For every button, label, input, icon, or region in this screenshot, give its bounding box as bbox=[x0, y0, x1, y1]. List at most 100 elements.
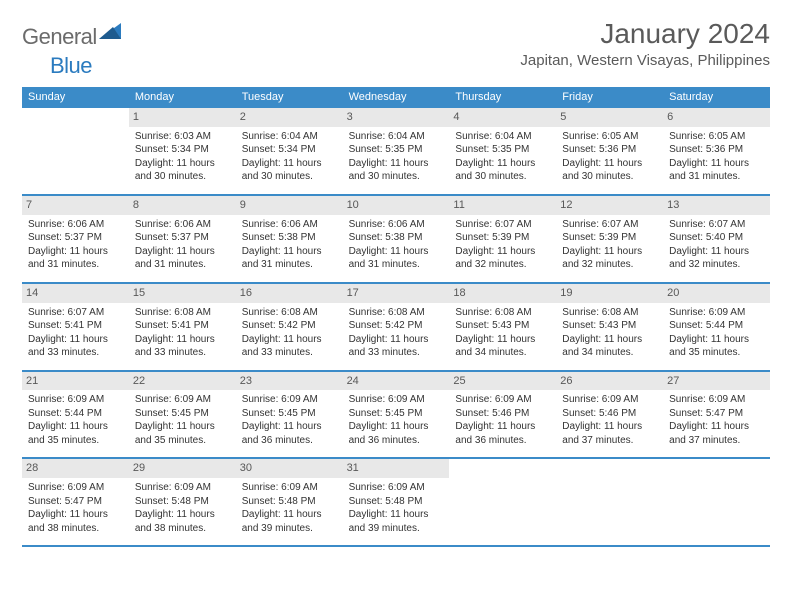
daylight2-text: and 35 minutes. bbox=[28, 434, 123, 448]
day-cell: 3Sunrise: 6:04 AMSunset: 5:35 PMDaylight… bbox=[343, 108, 450, 194]
daylight2-text: and 34 minutes. bbox=[455, 346, 550, 360]
sunrise-text: Sunrise: 6:09 AM bbox=[455, 393, 550, 407]
day-number: 21 bbox=[22, 372, 129, 391]
daylight1-text: Daylight: 11 hours bbox=[349, 157, 444, 171]
day-content: Sunrise: 6:05 AMSunset: 5:36 PMDaylight:… bbox=[560, 130, 659, 184]
day-content: Sunrise: 6:08 AMSunset: 5:42 PMDaylight:… bbox=[240, 306, 339, 360]
day-content: Sunrise: 6:09 AMSunset: 5:48 PMDaylight:… bbox=[133, 481, 232, 535]
daylight2-text: and 30 minutes. bbox=[455, 170, 550, 184]
day-number: 9 bbox=[236, 196, 343, 215]
daylight2-text: and 32 minutes. bbox=[455, 258, 550, 272]
day-content: Sunrise: 6:08 AMSunset: 5:41 PMDaylight:… bbox=[133, 306, 232, 360]
sunset-text: Sunset: 5:48 PM bbox=[349, 495, 444, 509]
sunrise-text: Sunrise: 6:07 AM bbox=[28, 306, 123, 320]
day-cell: 23Sunrise: 6:09 AMSunset: 5:45 PMDayligh… bbox=[236, 372, 343, 458]
day-cell: 19Sunrise: 6:08 AMSunset: 5:43 PMDayligh… bbox=[556, 284, 663, 370]
daylight1-text: Daylight: 11 hours bbox=[669, 157, 764, 171]
daylight1-text: Daylight: 11 hours bbox=[242, 157, 337, 171]
day-cell: 20Sunrise: 6:09 AMSunset: 5:44 PMDayligh… bbox=[663, 284, 770, 370]
daylight1-text: Daylight: 11 hours bbox=[242, 245, 337, 259]
daylight1-text: Daylight: 11 hours bbox=[135, 333, 230, 347]
day-content: Sunrise: 6:08 AMSunset: 5:43 PMDaylight:… bbox=[560, 306, 659, 360]
daylight2-text: and 31 minutes. bbox=[242, 258, 337, 272]
day-number: 14 bbox=[22, 284, 129, 303]
day-cell: 11 Sunrise: 6:07 AMSunset: 5:39 PMDayligh… bbox=[449, 196, 556, 282]
day-cell: 2Sunrise: 6:04 AMSunset: 5:34 PMDaylight… bbox=[236, 108, 343, 194]
week-row: 1Sunrise: 6:03 AMSunset: 5:34 PMDaylight… bbox=[22, 108, 770, 196]
sunset-text: Sunset: 5:38 PM bbox=[242, 231, 337, 245]
sunrise-text: Sunrise: 6:09 AM bbox=[28, 481, 123, 495]
daylight1-text: Daylight: 11 hours bbox=[669, 333, 764, 347]
daylight1-text: Daylight: 11 hours bbox=[28, 420, 123, 434]
sunset-text: Sunset: 5:36 PM bbox=[669, 143, 764, 157]
day-number: 31 bbox=[343, 459, 450, 478]
day-cell bbox=[663, 459, 770, 545]
day-content: Sunrise: 6:09 AMSunset: 5:45 PMDaylight:… bbox=[240, 393, 339, 447]
day-content: Sunrise: 6:09 AMSunset: 5:48 PMDaylight:… bbox=[240, 481, 339, 535]
day-content: Sunrise: 6:09 AMSunset: 5:44 PMDaylight:… bbox=[667, 306, 766, 360]
week-row: 7Sunrise: 6:06 AMSunset: 5:37 PMDaylight… bbox=[22, 196, 770, 284]
day-cell: 13Sunrise: 6:07 AMSunset: 5:40 PMDayligh… bbox=[663, 196, 770, 282]
sunrise-text: Sunrise: 6:06 AM bbox=[135, 218, 230, 232]
daylight1-text: Daylight: 11 hours bbox=[242, 420, 337, 434]
daylight2-text: and 35 minutes. bbox=[669, 346, 764, 360]
day-cell: 8Sunrise: 6:06 AMSunset: 5:37 PMDaylight… bbox=[129, 196, 236, 282]
daylight2-text: and 39 minutes. bbox=[242, 522, 337, 536]
day-number: 1 bbox=[129, 108, 236, 127]
day-cell: 12 Sunrise: 6:07 AMSunset: 5:39 PMDayligh… bbox=[556, 196, 663, 282]
title-block: January 2024 Japitan, Western Visayas, P… bbox=[520, 18, 770, 69]
dow-sunday: Sunday bbox=[22, 87, 129, 108]
daylight1-text: Daylight: 11 hours bbox=[349, 333, 444, 347]
daylight1-text: Daylight: 11 hours bbox=[28, 333, 123, 347]
day-cell: 29Sunrise: 6:09 AMSunset: 5:48 PMDayligh… bbox=[129, 459, 236, 545]
daylight1-text: Daylight: 11 hours bbox=[349, 420, 444, 434]
day-content: Sunrise: 6:09 AMSunset: 5:45 PMDaylight:… bbox=[133, 393, 232, 447]
daylight1-text: Daylight: 11 hours bbox=[28, 245, 123, 259]
sunset-text: Sunset: 5:37 PM bbox=[28, 231, 123, 245]
location: Japitan, Western Visayas, Philippines bbox=[520, 52, 770, 69]
day-content: Sunrise: 6:06 AMSunset: 5:38 PMDaylight:… bbox=[347, 218, 446, 272]
sunset-text: Sunset: 5:38 PM bbox=[349, 231, 444, 245]
sunrise-text: Sunrise: 6:08 AM bbox=[135, 306, 230, 320]
sunrise-text: Sunrise: 6:03 AM bbox=[135, 130, 230, 144]
day-cell: 16 Sunrise: 6:08 AMSunset: 5:42 PMDayligh… bbox=[236, 284, 343, 370]
day-number: 16 bbox=[236, 284, 343, 303]
sunrise-text: Sunrise: 6:05 AM bbox=[669, 130, 764, 144]
sunrise-text: Sunrise: 6:09 AM bbox=[135, 481, 230, 495]
daylight1-text: Daylight: 11 hours bbox=[455, 157, 550, 171]
day-of-week-row: Sunday Monday Tuesday Wednesday Thursday… bbox=[22, 87, 770, 108]
sunset-text: Sunset: 5:46 PM bbox=[562, 407, 657, 421]
sunset-text: Sunset: 5:41 PM bbox=[28, 319, 123, 333]
day-number: 7 bbox=[22, 196, 129, 215]
day-number: 2 bbox=[236, 108, 343, 127]
logo: General bbox=[22, 24, 121, 50]
daylight2-text: and 36 minutes. bbox=[455, 434, 550, 448]
sunset-text: Sunset: 5:45 PM bbox=[242, 407, 337, 421]
day-content: Sunrise: 6:04 AMSunset: 5:35 PMDaylight:… bbox=[453, 130, 552, 184]
daylight2-text: and 37 minutes. bbox=[669, 434, 764, 448]
day-content: Sunrise: 6:07 AMSunset: 5:39 PMDaylight:… bbox=[560, 218, 659, 272]
day-content: Sunrise: 6:04 AMSunset: 5:35 PMDaylight:… bbox=[347, 130, 446, 184]
daylight2-text: and 34 minutes. bbox=[562, 346, 657, 360]
day-content: Sunrise: 6:09 AMSunset: 5:48 PMDaylight:… bbox=[347, 481, 446, 535]
daylight1-text: Daylight: 11 hours bbox=[135, 508, 230, 522]
day-number: 12 bbox=[556, 196, 663, 215]
sunrise-text: Sunrise: 6:08 AM bbox=[562, 306, 657, 320]
sunset-text: Sunset: 5:45 PM bbox=[135, 407, 230, 421]
sunrise-text: Sunrise: 6:07 AM bbox=[455, 218, 550, 232]
sunrise-text: Sunrise: 6:04 AM bbox=[349, 130, 444, 144]
daylight1-text: Daylight: 11 hours bbox=[562, 245, 657, 259]
daylight1-text: Daylight: 11 hours bbox=[28, 508, 123, 522]
day-cell: 5Sunrise: 6:05 AMSunset: 5:36 PMDaylight… bbox=[556, 108, 663, 194]
day-cell: 22Sunrise: 6:09 AMSunset: 5:45 PMDayligh… bbox=[129, 372, 236, 458]
daylight1-text: Daylight: 11 hours bbox=[669, 420, 764, 434]
day-cell: 25Sunrise: 6:09 AMSunset: 5:46 PMDayligh… bbox=[449, 372, 556, 458]
daylight2-text: and 30 minutes. bbox=[242, 170, 337, 184]
day-number: 11 bbox=[449, 196, 556, 215]
day-number: 28 bbox=[22, 459, 129, 478]
dow-thursday: Thursday bbox=[449, 87, 556, 108]
day-content: Sunrise: 6:07 AMSunset: 5:40 PMDaylight:… bbox=[667, 218, 766, 272]
calendar-grid: Sunday Monday Tuesday Wednesday Thursday… bbox=[22, 87, 770, 547]
day-content: Sunrise: 6:07 AMSunset: 5:39 PMDaylight:… bbox=[453, 218, 552, 272]
daylight2-text: and 30 minutes. bbox=[562, 170, 657, 184]
